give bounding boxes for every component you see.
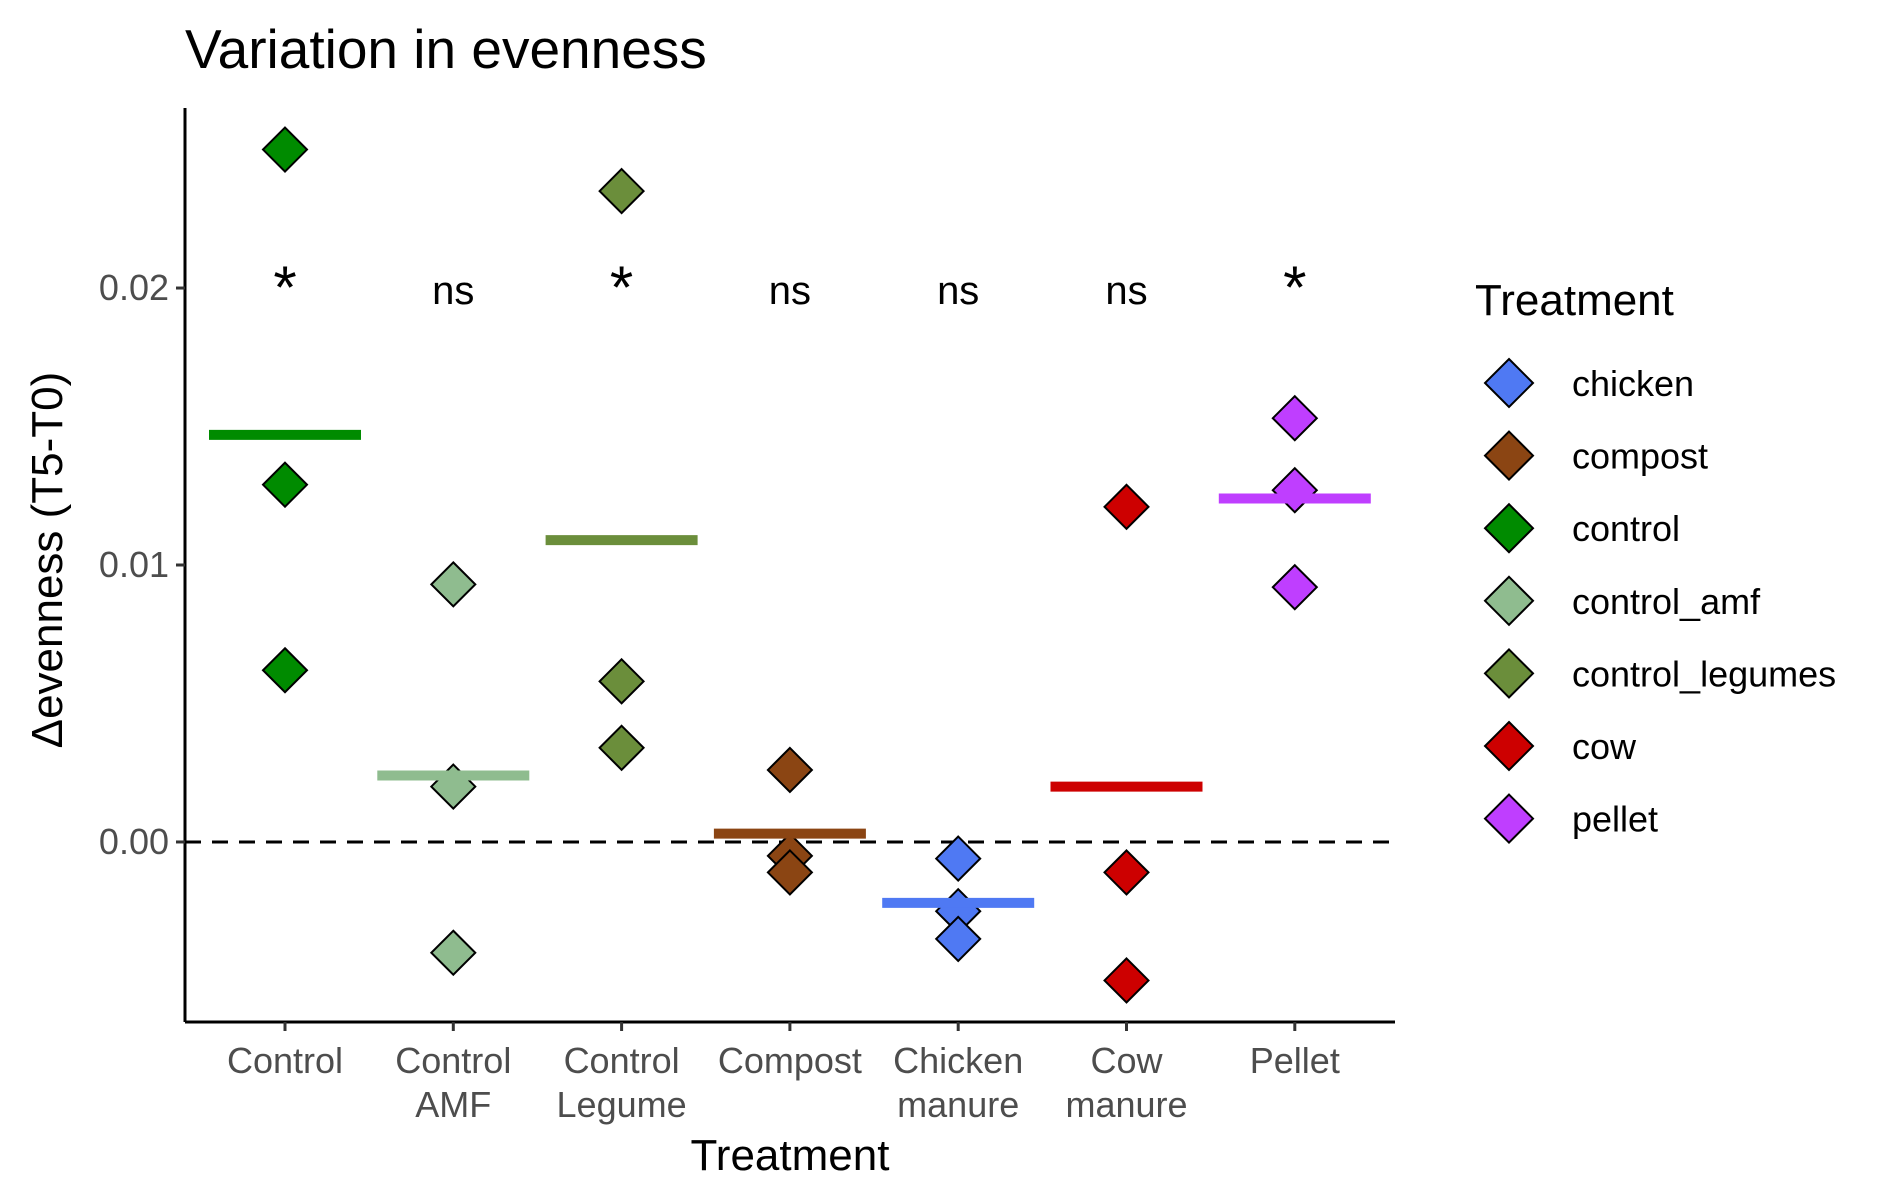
legend-title: Treatment — [1475, 276, 1674, 325]
legend-entry-chicken: chicken — [1483, 357, 1694, 409]
category-group-chicken: ns — [882, 269, 1035, 963]
x-tick-label-pellet: Pellet — [1250, 1040, 1340, 1081]
category-group-compost: ns — [713, 269, 866, 896]
x-tick-label-control_amf: Control AMF — [395, 1040, 511, 1125]
chart-title: Variation in evenness — [185, 18, 707, 80]
category-group-control: * — [209, 126, 361, 694]
legend-label-control_legumes: control_legumes — [1572, 653, 1836, 694]
significance-label-chicken: ns — [937, 269, 979, 313]
x-tick-label-cow: Cow manure — [1065, 1040, 1187, 1125]
data-point-pellet-2 — [1271, 466, 1319, 514]
legend-entry-compost: compost — [1483, 430, 1708, 482]
data-point-pellet-1 — [1271, 394, 1319, 442]
data-point-pellet-3 — [1271, 563, 1319, 611]
legend-label-control: control — [1572, 508, 1680, 549]
x-tick-label-compost: Compost — [718, 1040, 862, 1081]
legend-key-pellet — [1483, 793, 1535, 845]
legend-label-pellet: pellet — [1572, 799, 1658, 840]
data-point-control_amf-1 — [429, 560, 477, 608]
y-tick-label: 0.01 — [99, 544, 169, 585]
legend-label-chicken: chicken — [1572, 363, 1694, 404]
data-point-control-2 — [261, 461, 309, 509]
category-group-pellet: * — [1218, 254, 1371, 611]
legend-key-compost — [1483, 430, 1535, 482]
legend-entry-pellet: pellet — [1483, 793, 1658, 845]
significance-label-cow: ns — [1105, 269, 1147, 313]
category-group-control_legumes: * — [545, 167, 698, 772]
significance-label-pellet: * — [1283, 254, 1306, 321]
data-point-control_legumes-1 — [598, 167, 646, 215]
category-group-cow: ns — [1050, 269, 1203, 1004]
legend: Treatment chicken compost control control_a… — [1475, 276, 1836, 845]
legend-entry-control: control — [1483, 502, 1680, 554]
y-tick-label: 0.02 — [99, 267, 169, 308]
significance-label-control_amf: ns — [432, 269, 474, 313]
plot-area: * ns * ns ns ns * — [185, 126, 1395, 1004]
data-point-cow-1 — [1103, 483, 1150, 531]
data-point-control-1 — [261, 126, 309, 173]
data-point-control-3 — [261, 646, 309, 694]
category-group-control_amf: ns — [377, 269, 530, 977]
data-point-cow-3 — [1103, 957, 1150, 1004]
legend-entry-control_legumes: control_legumes — [1483, 647, 1836, 699]
legend-key-cow — [1483, 720, 1535, 772]
significance-label-control_legumes: * — [610, 254, 633, 321]
legend-key-control_amf — [1483, 575, 1535, 627]
axes: 0.00 0.01 0.02 Control Control AMF Control Legu… — [99, 108, 1395, 1125]
legend-key-control — [1483, 502, 1535, 554]
data-point-control_legumes-2 — [598, 657, 646, 705]
x-tick-label-control_legumes: Control Legume — [557, 1040, 687, 1125]
data-point-chicken-3 — [934, 915, 982, 963]
data-point-chicken-1 — [934, 835, 982, 883]
significance-label-compost: ns — [769, 269, 811, 313]
y-tick-label: 0.00 — [99, 821, 169, 862]
data-point-compost-3 — [766, 849, 814, 896]
data-point-control_amf-3 — [429, 929, 477, 977]
x-tick-label-control: Control — [227, 1040, 343, 1081]
significance-label-control: * — [273, 254, 296, 321]
legend-label-compost: compost — [1572, 436, 1708, 477]
data-point-cow-2 — [1103, 849, 1150, 896]
legend-key-chicken — [1483, 357, 1535, 409]
legend-label-control_amf: control_amf — [1572, 581, 1761, 622]
y-axis-title: Δevenness (T5-T0) — [23, 372, 72, 749]
legend-entry-control_amf: control_amf — [1483, 575, 1761, 627]
legend-entry-cow: cow — [1483, 720, 1637, 772]
legend-label-cow: cow — [1572, 726, 1637, 767]
x-axis-title: Treatment — [691, 1131, 890, 1180]
legend-key-control_legumes — [1483, 647, 1535, 699]
data-point-control_legumes-3 — [598, 724, 646, 772]
x-tick-label-chicken: Chicken manure — [893, 1040, 1023, 1125]
data-point-compost-1 — [766, 746, 814, 794]
